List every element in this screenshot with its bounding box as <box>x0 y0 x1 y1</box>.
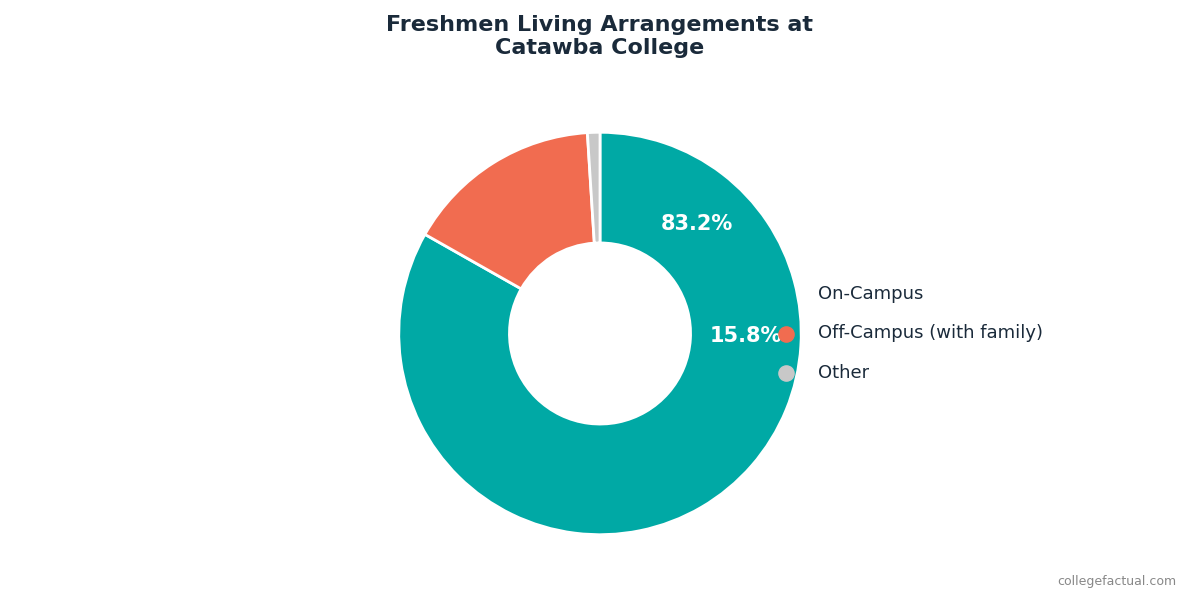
Title: Freshmen Living Arrangements at
Catawba College: Freshmen Living Arrangements at Catawba … <box>386 15 814 58</box>
Wedge shape <box>398 132 802 535</box>
Text: 15.8%: 15.8% <box>709 326 782 346</box>
Wedge shape <box>425 133 594 289</box>
Legend: On-Campus, Off-Campus (with family), Other: On-Campus, Off-Campus (with family), Oth… <box>750 267 1062 400</box>
Text: 83.2%: 83.2% <box>661 214 733 235</box>
Text: collegefactual.com: collegefactual.com <box>1057 575 1176 588</box>
Wedge shape <box>587 132 600 243</box>
